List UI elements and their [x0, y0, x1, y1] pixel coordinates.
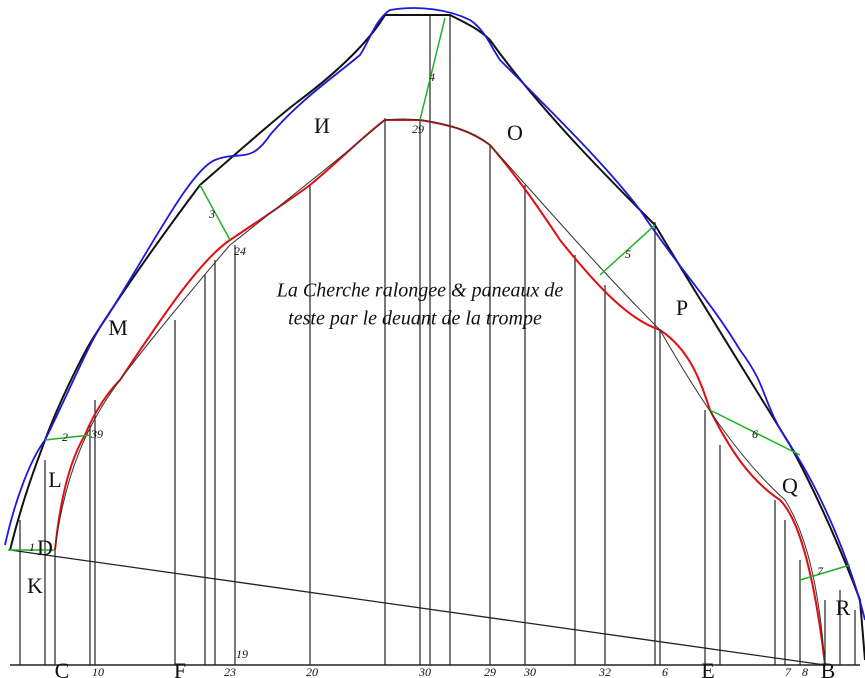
base-number: 23 [224, 665, 236, 678]
region-label: O [507, 120, 523, 145]
region-label: R [836, 595, 851, 620]
base-number: 6 [662, 665, 668, 678]
base-number: 29 [484, 665, 496, 678]
curve-number: 7 [817, 564, 824, 578]
curve-number: 24 [234, 244, 246, 258]
region-label: M [108, 315, 128, 340]
vertical-lines [19, 15, 856, 665]
curve-number: 19 [236, 647, 248, 661]
point-label: E [701, 658, 714, 678]
curve-number: 5 [625, 247, 631, 261]
green-segment [44, 434, 91, 441]
point-label: C [55, 658, 70, 678]
green-segment [199, 184, 231, 241]
region-label: K [27, 573, 43, 598]
base-number: 10 [92, 665, 104, 678]
curve-number: 1 [29, 540, 35, 554]
curve-number: 6 [752, 427, 758, 441]
outer-arch [9, 14, 865, 661]
region-label: И [314, 113, 330, 138]
point-label: B [821, 658, 836, 678]
diagonal-line [9, 549, 826, 666]
base-number: 30 [418, 665, 431, 678]
green-segment [709, 409, 801, 456]
green-segments [8, 17, 851, 581]
region-label: P [676, 295, 688, 320]
base-number: 32 [598, 665, 611, 678]
green-segment [599, 224, 656, 276]
curve-number: 4 [429, 70, 435, 84]
inner-curve [54, 118, 826, 666]
point-label: F [174, 658, 186, 678]
curve-number: 29 [412, 122, 424, 136]
title-line: La Cherche ralongee & paneaux de [276, 280, 564, 302]
curve-number: 2 [62, 430, 68, 444]
region-label: L [48, 467, 61, 492]
blue-curve [4, 7, 865, 621]
region-label: Q [782, 473, 798, 498]
green-segment [799, 564, 851, 581]
labels: И O M P L Q K R D C F E B 4 29 3 24 5 2 39 6 7 1 19 10 23 20 30 29 30… [27, 70, 851, 678]
point-label: D [37, 535, 53, 560]
title-line: teste par le deuant de la trompe [288, 308, 542, 330]
base-number: 7 [785, 665, 792, 678]
base-number: 8 [802, 665, 808, 678]
curve-number: 3 [208, 207, 215, 221]
base-number: 20 [306, 665, 318, 678]
green-segment [419, 17, 446, 121]
base-number: 30 [523, 665, 536, 678]
curve-number: 39 [90, 427, 103, 441]
